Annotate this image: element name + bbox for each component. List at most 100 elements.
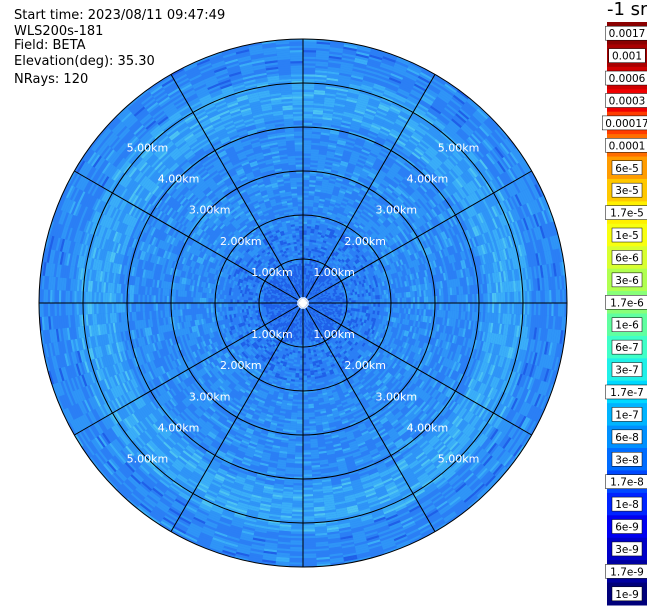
range-gate-cell [342,307,345,310]
range-gate-cell [303,140,312,143]
range-gate-cell [524,291,528,303]
range-gate-cell [303,96,314,99]
range-gate-cell [339,128,350,133]
range-gate-cell [509,292,512,303]
range-gate-cell [465,303,468,312]
range-gate-cell [373,306,376,311]
range-gate-cell [326,82,338,86]
range-gate-cell [426,296,429,303]
range-gate-cell [337,137,347,142]
range-gate-cell [314,247,318,250]
range-gate-cell [303,171,310,174]
range-gate-cell [487,293,490,303]
range-gate-cell [355,308,358,312]
range-gate-cell [350,308,354,311]
range-gate-cell [315,178,323,182]
range-gate-cell [511,291,515,303]
range-gate-cell [316,218,321,222]
range-gate-cell [304,283,307,286]
range-gate-cell [318,154,327,158]
range-gate-cell [481,303,484,313]
range-gate-cell [505,292,508,303]
range-gate-cell [303,250,306,253]
range-gate-cell [419,296,422,303]
range-gate-cell [311,219,317,223]
range-gate-cell [310,255,314,258]
range-gate-cell [465,294,468,303]
range-gate-cell [317,247,321,251]
range-gate-cell [439,303,442,311]
range-gate-cell [318,203,324,207]
range-gate-cell [307,270,310,273]
range-gate-cell [311,144,320,148]
range-gate-cell [324,97,336,101]
range-gate-cell [303,234,307,238]
range-gate-cell [303,100,314,104]
range-gate-cell [314,85,326,89]
range-gate-cell [341,117,352,123]
range-gate-cell [357,297,361,301]
range-gate-cell [312,242,316,245]
range-gate-cell [327,68,340,73]
range-gate-cell [323,103,335,108]
range-gate-cell [337,85,349,90]
range-gate-cell [303,63,316,66]
range-gate-cell [303,294,305,297]
range-gate-cell [310,226,315,230]
range-gate-cell [313,237,317,241]
range-gate-cell [311,131,321,135]
range-gate-cell [339,72,352,77]
range-gate-cell [310,153,319,157]
range-gate-cell [321,212,327,216]
range-gate-cell [307,217,312,220]
range-gate-cell [334,152,343,157]
range-gate-cell [312,255,316,259]
range-gate-cell [315,254,319,257]
range-gate-cell [513,303,517,315]
range-gate-cell [336,92,348,97]
range-gate-cell [309,235,314,238]
range-gate-cell [325,197,331,201]
range-gate-cell [325,161,333,166]
range-gate-cell [319,147,328,151]
range-gate-cell [399,292,402,298]
range-gate-cell [310,149,320,152]
range-gate-cell [322,177,330,181]
range-gate-cell [328,142,337,146]
range-gate-cell [329,178,336,182]
range-gate-cell [314,195,320,199]
range-gate-cell [320,132,330,136]
range-gate-cell [423,296,427,303]
range-gate-cell [304,276,306,279]
range-gate-cell [308,275,311,278]
range-gate-cell [315,240,320,244]
range-gate-cell [303,50,317,53]
range-gate-cell [309,237,314,240]
range-gate-cell [316,238,321,242]
range-gate-cell [303,113,313,117]
range-gate-cell [315,72,328,76]
range-gate-cell [317,167,325,171]
range-gate-cell [330,127,340,131]
range-gate-cell [334,103,346,108]
range-gate-cell [303,52,317,55]
range-gate-cell [303,289,305,293]
range-gate-cell [338,135,348,140]
range-gate-cell [312,118,323,122]
range-gate-cell [356,51,370,57]
range-gate-cell [313,98,325,102]
range-gate-cell [341,120,352,125]
range-gate-cell [312,264,316,268]
range-gate-cell [309,180,316,183]
range-gate-cell [426,303,429,310]
range-gate-cell [303,144,312,147]
range-gate-cell [315,56,329,61]
range-gate-cell [303,254,306,257]
range-gate-cell [331,165,340,170]
range-gate-cell [467,303,471,312]
range-gate-cell [319,198,325,202]
range-gate-cell [306,263,310,267]
range-gate-cell [305,283,308,286]
range-gate-cell [345,102,356,108]
range-gate-cell [309,177,317,181]
